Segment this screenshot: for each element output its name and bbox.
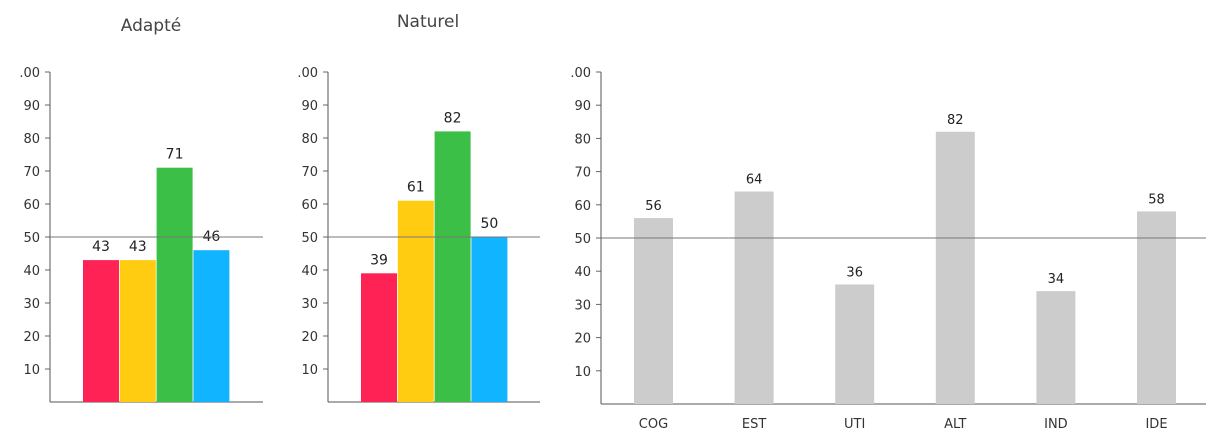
bar	[83, 260, 119, 402]
bar	[361, 273, 397, 402]
y-tick-label: 80	[574, 132, 591, 147]
y-tick-label: 50	[301, 231, 318, 246]
bar-value-label: 82	[947, 113, 964, 128]
y-tick-label: 80	[301, 132, 318, 147]
bar	[397, 200, 434, 402]
bar-value-label: 56	[645, 199, 662, 214]
bar	[935, 131, 975, 404]
y-tick-label: 30	[301, 297, 318, 312]
bar	[1137, 211, 1176, 404]
y-tick-label: 20	[574, 332, 591, 347]
x-category-label: UTI	[844, 417, 865, 432]
bar	[471, 237, 508, 402]
bar-value-label: 82	[444, 110, 462, 126]
y-tick-label: 20	[301, 330, 318, 345]
y-tick-label: 40	[301, 264, 318, 279]
bar-value-label: 34	[1048, 272, 1065, 287]
bar-value-label: 39	[370, 252, 388, 268]
y-tick-label: 20	[23, 330, 40, 345]
bar-value-label: 61	[407, 180, 425, 196]
y-tick-label: 10	[23, 363, 40, 378]
y-tick-label: 90	[301, 99, 318, 114]
y-tick-label: 40	[574, 265, 591, 280]
y-tick-label: 70	[23, 165, 40, 180]
bar	[1036, 291, 1076, 404]
bar-value-label: 58	[1148, 192, 1165, 207]
x-category-label: COG	[639, 417, 668, 432]
y-tick-label: 50	[23, 231, 40, 246]
bar-value-label: 50	[480, 216, 498, 232]
chart-dimensions: .00 90 80 70 60 50 40 30 20 10 56 COG 64 EST 36 UTI 82 AL…	[570, 66, 1206, 432]
bar	[734, 191, 774, 404]
bar	[193, 250, 230, 402]
bar-value-label: 36	[846, 265, 863, 280]
bar	[634, 218, 673, 404]
chart-title: Adapté	[121, 16, 181, 36]
bar	[156, 167, 193, 402]
y-tick-label: 30	[23, 297, 40, 312]
chart-naturel: Naturel .00 90 80 70 60 50 40 30 20 10 39 61 82 50	[297, 12, 540, 403]
y-tick-label: .00	[19, 66, 40, 81]
y-tick-label: 60	[574, 199, 591, 214]
bar	[434, 131, 471, 402]
y-tick-label: 60	[301, 198, 318, 213]
y-tick-label: 40	[23, 264, 40, 279]
y-tick-label: .00	[570, 66, 591, 81]
bar-value-label: 43	[129, 239, 147, 255]
y-tick-label: 90	[574, 99, 591, 114]
y-tick-label: 90	[23, 99, 40, 114]
y-tick-label: 70	[574, 166, 591, 181]
bar	[835, 284, 875, 404]
y-tick-label: 10	[301, 363, 318, 378]
bar	[119, 260, 156, 402]
x-category-label: IDE	[1145, 417, 1167, 432]
x-category-label: IND	[1044, 417, 1068, 432]
bar-value-label: 64	[746, 173, 763, 188]
y-tick-label: 70	[301, 165, 318, 180]
bar-value-label: 43	[92, 239, 110, 255]
y-tick-label: 30	[574, 298, 591, 313]
y-tick-label: .00	[297, 66, 318, 81]
chart-title: Naturel	[397, 12, 459, 32]
y-tick-label: 50	[574, 232, 591, 247]
y-tick-label: 60	[23, 198, 40, 213]
y-tick-label: 10	[574, 365, 591, 380]
x-category-label: ALT	[944, 417, 966, 432]
y-tick-label: 80	[23, 132, 40, 147]
x-category-label: EST	[742, 417, 766, 432]
bar-value-label: 71	[166, 147, 184, 163]
